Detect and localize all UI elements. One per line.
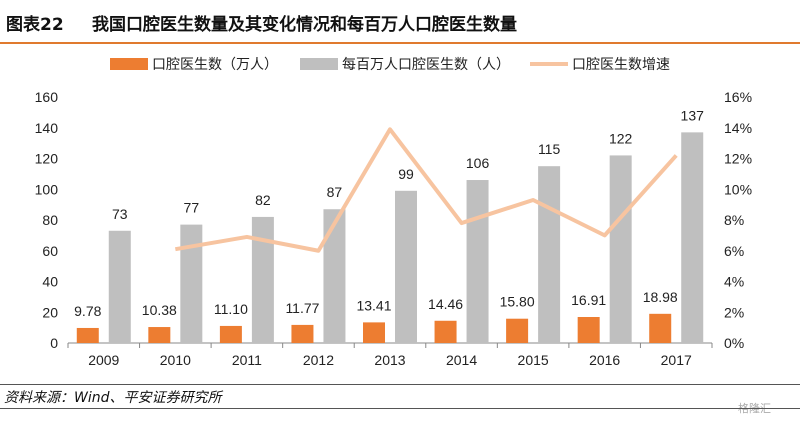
legend-label-2: 口腔医生数增速 [572,56,670,72]
footer-bottom-rule [0,408,800,409]
footer-divider [0,384,800,385]
bar-dentists-2017 [649,313,672,343]
y-right-tick-label: 0% [724,335,744,351]
growth-line-layer [174,127,678,253]
bar-dentists-2015 [506,318,529,343]
bar-per-million-2010 [180,224,203,343]
bar-per-million-2012 [323,209,346,343]
data-label-per-million: 73 [112,206,128,222]
y-left-tick-label: 0 [50,335,58,351]
data-label-per-million: 122 [609,130,633,146]
y-right-tick-label: 4% [724,274,744,290]
y-right-tick-label: 6% [724,243,744,259]
y-left-tick-label: 120 [35,151,59,167]
data-label-dentists: 11.77 [285,300,319,316]
bar-dentists-2014 [434,320,457,343]
x-tick-label: 2010 [160,352,191,368]
data-label-per-million: 87 [327,184,343,200]
data-label-dentists: 11.10 [214,301,248,317]
data-label-dentists: 14.46 [428,296,463,312]
y-right-tick-label: 8% [724,212,744,228]
bar-per-million-2013 [395,190,417,343]
y-right-tick-label: 16% [724,89,752,105]
y-right-tick-label: 10% [724,181,752,197]
x-tick-label: 2012 [303,352,334,368]
bar-dentists-2012 [291,324,314,343]
bar-dentists-2010 [148,327,171,343]
legend-swatch-0 [110,58,148,70]
x-tick-label: 2014 [446,352,477,368]
data-label-per-million: 106 [466,155,490,171]
bar-per-million-2011 [251,216,274,343]
data-label-dentists: 10.38 [142,302,177,318]
y-left-tick-label: 80 [42,212,58,228]
data-label-dentists: 18.98 [643,289,678,305]
figure-label: 图表22 [6,15,64,35]
legend-swatch-1 [300,58,338,70]
y-right-tick-label: 12% [724,151,752,167]
data-label-per-million: 82 [255,192,271,208]
data-label-per-million: 99 [398,166,414,182]
legend: 口腔医生数（万人） 每百万人口腔医生数（人） 口腔医生数增速 [110,56,670,72]
y-left-tick-label: 20 [42,304,58,320]
bar-dentists-2011 [219,325,242,343]
y-right-tick-label: 2% [724,304,744,320]
data-label-dentists: 9.78 [74,303,101,319]
bar-dentists-2009 [76,327,99,343]
data-label-dentists: 16.91 [571,292,606,308]
y-left-tick-label: 60 [42,243,58,259]
y-left-tick-label: 100 [35,181,59,197]
legend-label-1: 每百万人口腔医生数（人） [342,56,510,72]
y-left-tick-label: 40 [42,274,58,290]
bar-dentists-2016 [577,317,600,343]
bar-per-million-2015 [538,166,561,343]
bar-per-million-2009 [108,230,131,343]
x-tick-label: 2009 [88,352,119,368]
chart-area: 口腔医生数（万人） 每百万人口腔医生数（人） 口腔医生数增速 0 20 40 60 80 10… [35,56,752,368]
data-label-per-million: 115 [538,141,561,157]
figure-title: 我国口腔医生数量及其变化情况和每百万人口腔医生数量 [92,15,517,35]
x-tick-label: 2013 [374,352,405,368]
bar-per-million-2014 [466,180,489,343]
source-note: 资料来源：Wind、平安证券研究所 [4,390,222,406]
data-label-dentists: 15.80 [500,294,535,310]
y-left-tick-label: 160 [35,89,59,105]
growth-line [174,127,678,253]
bar-per-million-2017 [681,132,704,343]
axes: 0 20 40 60 80 100 120 140 160 0% 2% 4% 6% 8% 10% 12% 14%… [35,89,752,368]
bar-dentists-2013 [363,322,385,343]
data-label-per-million: 77 [184,200,200,216]
y-left-tick-label: 140 [35,120,59,136]
data-label-per-million: 137 [681,107,705,123]
x-tick-label: 2016 [589,352,620,368]
bar-per-million-2016 [609,155,632,343]
x-tick-label: 2015 [518,352,549,368]
data-labels: 9.78 73 10.38 77 11.10 82 11.77 87 13.41 99 14.46 1… [74,107,704,319]
legend-label-0: 口腔医生数（万人） [152,56,278,72]
y-right-tick-label: 14% [724,120,752,136]
figure-header: 图表22 我国口腔医生数量及其变化情况和每百万人口腔医生数量 [0,0,800,44]
x-tick-label: 2011 [232,352,262,368]
x-tick-label: 2017 [661,352,692,368]
data-label-dentists: 13.41 [356,297,391,313]
